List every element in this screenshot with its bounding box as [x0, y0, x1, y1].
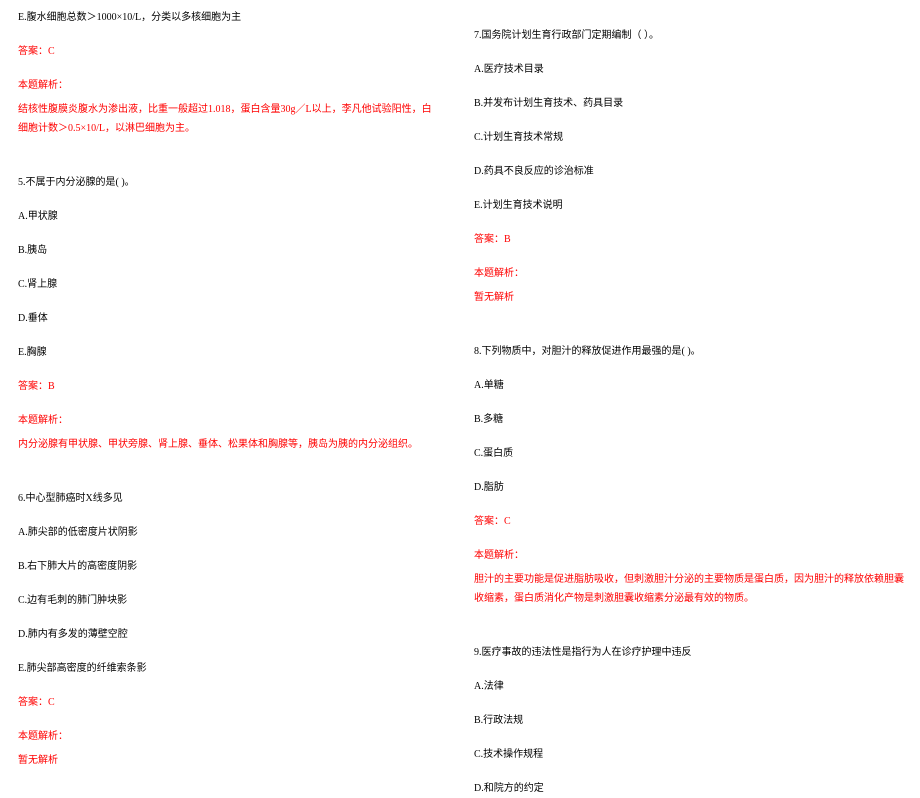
q4-answer: 答案：C: [18, 42, 432, 61]
q9-option-b: B.行政法规: [474, 711, 904, 730]
q9-option-c: C.技术操作规程: [474, 745, 904, 764]
q8-option-a: A.单糖: [474, 376, 904, 395]
q8-stem: 8.下列物质中，对胆汁的释放促进作用最强的是( )。: [474, 342, 904, 361]
q5-option-c: C.肾上腺: [18, 275, 432, 294]
q7-option-d: D.药具不良反应的诊治标准: [474, 162, 904, 181]
q8-explanation-body: 胆汁的主要功能是促进脂肪吸收，但刺激胆汁分泌的主要物质是蛋白质，因为胆汁的释放依…: [474, 570, 904, 608]
q6-option-e: E.肺尖部高密度的纤维索条影: [18, 659, 432, 678]
q8-option-d: D.脂肪: [474, 478, 904, 497]
q6-stem: 6.中心型肺癌时X线多见: [18, 489, 432, 508]
q5-explanation-title: 本题解析：: [18, 411, 432, 430]
q6-explanation-title: 本题解析：: [18, 727, 432, 746]
q8-option-b: B.多糖: [474, 410, 904, 429]
q7-option-c: C.计划生育技术常规: [474, 128, 904, 147]
q7-option-b: B.并发布计划生育技术、药具目录: [474, 94, 904, 113]
q5-option-a: A.甲状腺: [18, 207, 432, 226]
q5-option-e: E.胸腺: [18, 343, 432, 362]
q6-option-d: D.肺内有多发的薄壁空腔: [18, 625, 432, 644]
q7-option-e: E.计划生育技术说明: [474, 196, 904, 215]
q6-answer: 答案：C: [18, 693, 432, 712]
q6-explanation-body: 暂无解析: [18, 751, 432, 770]
q5-answer: 答案：B: [18, 377, 432, 396]
q6-option-b: B.右下肺大片的高密度阴影: [18, 557, 432, 576]
q7-answer: 答案：B: [474, 230, 904, 249]
q5-option-d: D.垂体: [18, 309, 432, 328]
q4-option-e: E.腹水细胞总数＞1000×10/L，分类以多核细胞为主: [18, 8, 432, 27]
q5-stem: 5.不属于内分泌腺的是( )。: [18, 173, 432, 192]
q4-explanation-title: 本题解析：: [18, 76, 432, 95]
q8-option-c: C.蛋白质: [474, 444, 904, 463]
q9-option-d: D.和院方的约定: [474, 779, 904, 798]
q5-option-b: B.胰岛: [18, 241, 432, 260]
q8-answer: 答案：C: [474, 512, 904, 531]
q8-explanation-title: 本题解析：: [474, 546, 904, 565]
q5-explanation-body: 内分泌腺有甲状腺、甲状旁腺、肾上腺、垂体、松果体和胸腺等，胰岛为胰的内分泌组织。: [18, 435, 432, 454]
q4-explanation-body: 结核性腹膜炎腹水为渗出液，比重一般超过1.018，蛋白含量30g／L以上，李凡他…: [18, 100, 432, 138]
q9-option-a: A.法律: [474, 677, 904, 696]
q7-explanation-body: 暂无解析: [474, 288, 904, 307]
q7-explanation-title: 本题解析：: [474, 264, 904, 283]
q7-option-a: A.医疗技术目录: [474, 60, 904, 79]
q6-option-a: A.肺尖部的低密度片状阴影: [18, 523, 432, 542]
q7-stem: 7.国务院计划生育行政部门定期编制（ ）。: [474, 26, 904, 45]
q6-option-c: C.边有毛刺的肺门肿块影: [18, 591, 432, 610]
q9-stem: 9.医疗事故的违法性是指行为人在诊疗护理中违反: [474, 643, 904, 662]
